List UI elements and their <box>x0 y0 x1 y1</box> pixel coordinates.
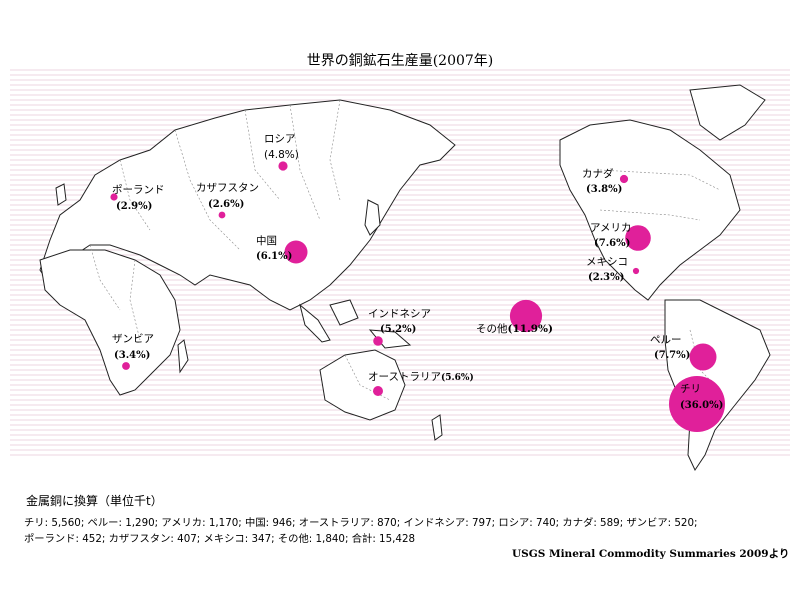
china-share-value: 6.1% <box>260 251 288 262</box>
production-bubbles <box>110 161 725 432</box>
eurasia-landmass <box>39 99 456 311</box>
other-bubble <box>509 299 543 333</box>
other-label: その他(11.9%) <box>476 323 553 335</box>
china-bubble <box>284 240 308 264</box>
russia-share: (4.8%) <box>264 149 299 161</box>
mexico-bubble <box>632 267 640 275</box>
madagascar-landmass <box>177 339 189 374</box>
china-label: 中国 <box>256 235 277 247</box>
zambia-bubble <box>122 362 130 370</box>
poland-bubble <box>110 193 118 201</box>
usa-share-value: 7.6% <box>598 238 626 249</box>
russia-label: ロシア <box>264 133 296 145</box>
kazakhstan-bubble <box>218 211 226 219</box>
indonesia-share: (5.2%) <box>380 324 417 335</box>
borneo-landmass <box>329 299 359 326</box>
chile-share-value: 36.0% <box>684 400 719 411</box>
kazakhstan-share-value: 2.6% <box>212 199 240 210</box>
chile-label: チリ <box>680 383 701 395</box>
peru-share-value: 7.7% <box>658 350 686 361</box>
indonesia-label: インドネシア <box>368 308 431 320</box>
greenland-landmass <box>689 84 766 141</box>
australia-label: オーストラリア(5.6%) <box>368 371 474 383</box>
chile-bubble <box>669 376 725 432</box>
peru-share: (7.7%) <box>654 350 691 361</box>
sumatra-landmass <box>299 303 331 343</box>
poland-share-value: 2.9% <box>120 201 148 212</box>
australia-bubble <box>373 386 383 396</box>
peru-label: ペルー <box>650 334 682 346</box>
landmasses <box>39 84 771 472</box>
peru-bubble <box>689 343 717 371</box>
canada-share-value: 3.8% <box>590 184 618 195</box>
indonesia-bubble <box>373 336 383 346</box>
usa-label: アメリカ <box>590 222 632 234</box>
uk-landmass <box>55 183 67 206</box>
russia-share-value: 4.8% <box>268 149 295 161</box>
mexico-label: メキシコ <box>586 256 628 268</box>
zambia-label: ザンビア <box>112 333 154 345</box>
new-zealand-landmass <box>431 414 443 441</box>
australia-landmass <box>319 349 406 421</box>
zambia-share: (3.4%) <box>114 350 151 361</box>
canada-bubble <box>619 174 629 184</box>
kazakhstan-label: カザフスタン <box>196 182 259 194</box>
country-borders <box>89 99 721 401</box>
mexico-share: (2.3%) <box>588 272 625 283</box>
poland-label: ポーランド <box>112 184 165 196</box>
note-heading: 金属銅に換算（単位千t） <box>26 494 163 508</box>
japan-landmass <box>364 199 381 236</box>
kazakhstan-share: (2.6%) <box>208 199 245 210</box>
other-name: その他 <box>476 323 508 335</box>
indonesia-share-value: 5.2% <box>384 324 412 335</box>
canada-share: (3.8%) <box>586 184 623 195</box>
source-citation: USGS Mineral Commodity Summaries 2009より <box>512 548 790 560</box>
usa-bubble <box>625 225 651 251</box>
zambia-share-value: 3.4% <box>118 350 146 361</box>
poland-share: (2.9%) <box>116 201 153 212</box>
other-share-value: 11.9% <box>512 323 549 335</box>
australia-name: オーストラリア <box>368 371 441 383</box>
canada-label: カナダ <box>582 168 614 180</box>
north-america-landmass <box>559 119 741 301</box>
africa-landmass <box>39 249 181 396</box>
australia-share-value: 5.6% <box>445 373 470 383</box>
note-line-1: チリ: 5,560; ペルー: 1,290; アメリカ: 1,170; 中国: … <box>24 517 698 529</box>
usa-share: (7.6%) <box>594 238 631 249</box>
chile-share: (36.0%) <box>680 400 724 411</box>
map-title: 世界の銅鉱石生産量(2007年) <box>306 53 494 69</box>
mexico-share-value: 2.3% <box>592 272 620 283</box>
russia-bubble <box>278 161 288 171</box>
china-share: (6.1%) <box>256 251 293 262</box>
note-line-2: ポーランド: 452; カザフスタン: 407; メキシコ: 347; その他:… <box>24 533 416 545</box>
